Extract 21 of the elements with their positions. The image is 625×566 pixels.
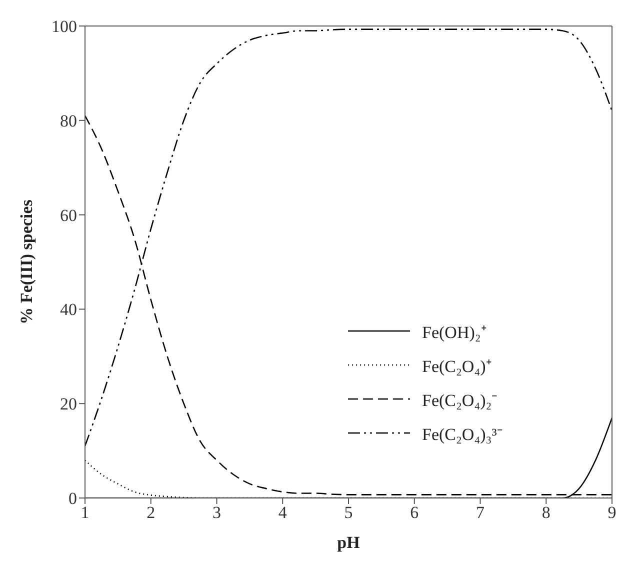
y-axis-title: % Fe(III) species — [17, 199, 36, 324]
x-tick-label: 8 — [542, 503, 550, 522]
y-tick-label: 60 — [60, 206, 77, 225]
x-tick-label: 6 — [410, 503, 419, 522]
x-tick-label: 7 — [476, 503, 485, 522]
x-tick-label: 4 — [278, 503, 288, 522]
x-axis-title: pH — [337, 533, 360, 552]
x-tick-label: 5 — [344, 503, 353, 522]
y-tick-label: 40 — [60, 300, 77, 320]
x-tick-label: 1 — [80, 503, 90, 522]
x-tick-label: 3 — [212, 503, 221, 522]
x-tick-label: 2 — [146, 503, 156, 522]
legend-label: Fe(OH)₂⁺ — [422, 322, 487, 342]
legend-label: Fe(C₂O₄)₃³⁻ — [422, 424, 503, 444]
y-tick-label: 0 — [68, 489, 77, 508]
x-tick-label: 9 — [608, 503, 616, 522]
legend-label: Fe(C₂O₄)₂⁻ — [422, 390, 498, 410]
y-tick-label: 100 — [52, 17, 77, 36]
y-tick-label: 80 — [60, 111, 77, 130]
y-tick-label: 20 — [60, 394, 77, 414]
legend-label: Fe(C₂O₄)⁺ — [422, 356, 492, 376]
